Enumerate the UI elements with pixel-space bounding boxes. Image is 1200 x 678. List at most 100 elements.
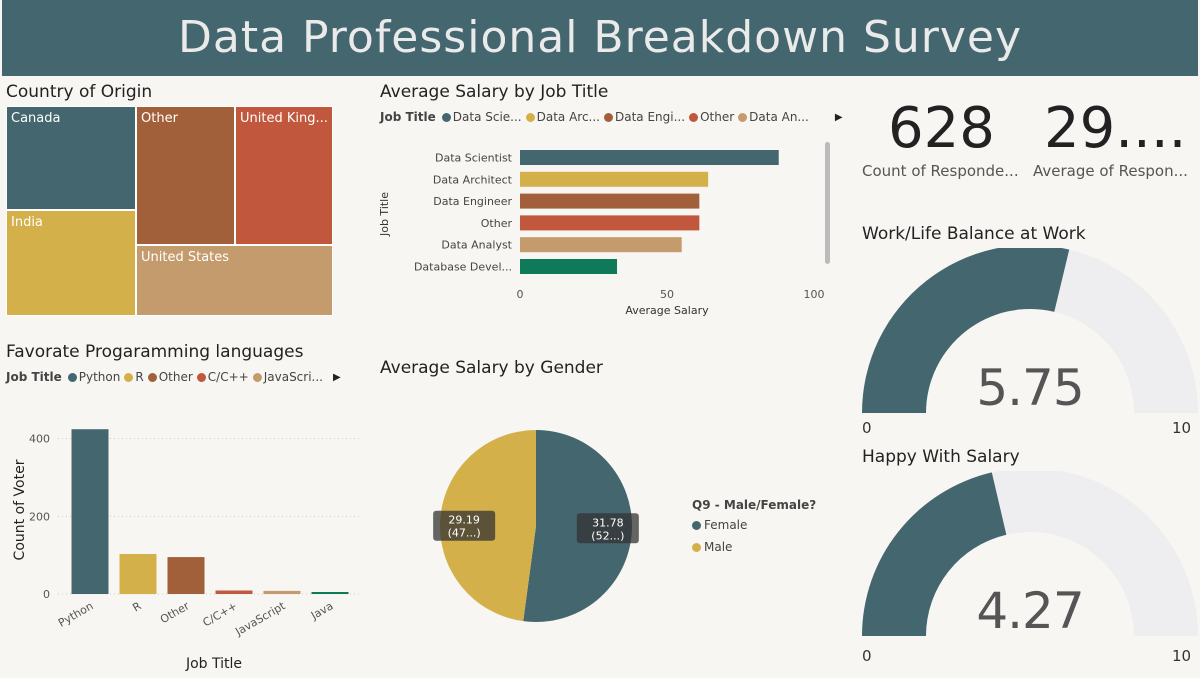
treemap-cell-united-states[interactable]: United States	[136, 245, 333, 316]
legend-dot	[525, 112, 535, 122]
legend-next-arrow-icon[interactable]: ▶	[834, 111, 843, 123]
legend-item[interactable]: JavaScri...	[252, 370, 323, 384]
treemap-title: Country of Origin	[6, 82, 153, 102]
worklife-gauge: 5.75	[862, 248, 1198, 417]
gender-pie-chart: 31.78(52...) 29.19(47...)	[433, 430, 639, 622]
bar[interactable]	[71, 429, 109, 594]
page-title: Data Professional Breakdown Survey	[2, 0, 1198, 76]
legend-dot	[689, 112, 699, 122]
bar[interactable]	[119, 553, 157, 594]
data-label-box	[433, 510, 496, 541]
bar-category-label: Other	[481, 217, 513, 230]
data-label-value: 31.78	[592, 516, 624, 529]
bar[interactable]	[520, 237, 682, 253]
x-tick-label: 100	[804, 288, 825, 301]
legend-item[interactable]: R	[124, 370, 144, 384]
data-label-percent: (47...)	[448, 527, 481, 540]
x-tick-label: 50	[660, 288, 674, 301]
legend-item[interactable]: Data Engi...	[604, 110, 685, 124]
legend-label: Python	[78, 370, 121, 384]
x-tick-label: 0	[517, 288, 524, 301]
x-axis-title: Average Salary	[625, 304, 709, 317]
treemap-cell-india[interactable]: India	[6, 210, 136, 316]
legend-item[interactable]: Other	[689, 110, 734, 124]
bar[interactable]	[520, 259, 618, 274]
gauge-title: Work/Life Balance at Work	[862, 224, 1086, 244]
treemap-cell-label: Canada	[11, 111, 61, 126]
legend-item[interactable]: C/C++	[196, 370, 249, 384]
legend-item[interactable]: Other	[147, 370, 193, 384]
legend-item[interactable]: Data Scie...	[441, 110, 522, 124]
languages-panel: Favorate Progaramming languages Job Titl…	[6, 342, 376, 676]
legend-label: C/C++	[207, 370, 249, 384]
legend-label: Other	[158, 370, 193, 384]
legend-label: Female	[704, 518, 748, 532]
y-tick-label: 200	[29, 510, 50, 523]
legend-dot	[252, 372, 262, 382]
bar[interactable]	[520, 171, 709, 187]
legend-label: JavaScri...	[263, 370, 323, 384]
legend-dot	[124, 372, 134, 382]
bar[interactable]	[520, 150, 779, 165]
y-axis-title: Job Title	[378, 192, 391, 237]
legend-dot	[738, 112, 748, 122]
legend-dot	[196, 372, 206, 382]
y-tick-label: 400	[29, 433, 50, 446]
y-axis-title: Count of Voter	[12, 459, 28, 560]
data-label-value: 29.19	[448, 514, 480, 527]
gauge-fill	[862, 472, 1007, 636]
languages-title: Favorate Progaramming languages	[6, 342, 304, 362]
bar-category-label: Data Engineer	[433, 195, 512, 208]
bar-category-label: Data Scientist	[435, 152, 513, 165]
x-tick-label: Other	[158, 599, 192, 626]
treemap-cell-other[interactable]: Other	[136, 106, 235, 245]
gauge-max-label: 10	[1172, 419, 1192, 437]
treemap-area: Canada Other United King... India United…	[6, 106, 333, 316]
gauge-min-label: 0	[862, 419, 872, 437]
data-label-percent: (52...)	[591, 529, 624, 542]
average-card-value: 29....	[1044, 96, 1187, 161]
salary-job-legend: Job Title Data Scie... Data Arc... Data …	[380, 110, 843, 124]
happy-salary-gauge: 4.27	[862, 471, 1198, 640]
x-tick-label: R	[130, 599, 143, 614]
bar[interactable]	[263, 590, 301, 594]
legend-dot	[147, 372, 157, 382]
legend-item[interactable]: Data Arc...	[525, 110, 600, 124]
legend-dot	[692, 542, 701, 552]
scrollbar[interactable]	[825, 142, 830, 264]
legend-dot	[441, 112, 451, 122]
bar[interactable]	[520, 193, 700, 209]
bar-category-label: Data Analyst	[441, 239, 512, 252]
legend-dot	[67, 372, 77, 382]
languages-legend: Job Title Python R Other C/C++ JavaScri.…	[6, 370, 376, 384]
legend-item[interactable]: Data An...	[738, 110, 809, 124]
treemap-cell-label: United States	[141, 250, 230, 265]
legend-label: R	[135, 370, 144, 384]
bar-category-label: Data Architect	[433, 173, 513, 186]
legend-label: Data Arc...	[536, 110, 600, 124]
legend-item[interactable]: Male	[692, 540, 816, 554]
gauge-max-label: 10	[1172, 647, 1192, 665]
legend-item[interactable]: Female	[692, 518, 816, 532]
bar[interactable]	[167, 557, 205, 594]
legend-title: Job Title	[6, 370, 62, 384]
gauge-value: 4.27	[976, 582, 1083, 640]
bar[interactable]	[311, 592, 349, 594]
x-tick-label: JavaScript	[232, 599, 288, 639]
bar[interactable]	[215, 590, 253, 594]
legend-item[interactable]: Python	[67, 370, 121, 384]
gender-legend: Q9 - Male/Female? Female Male	[692, 498, 816, 554]
treemap-cell-united-kingdom[interactable]: United King...	[235, 106, 333, 245]
worklife-gauge-panel: Work/Life Balance at Work 5.75 0 10	[862, 224, 1198, 440]
treemap-cell-canada[interactable]: Canada	[6, 106, 136, 210]
bar[interactable]	[520, 215, 700, 231]
legend-next-arrow-icon[interactable]: ▶	[333, 371, 341, 383]
legend-dot	[604, 112, 613, 122]
x-axis-title: Job Title	[185, 656, 242, 672]
salary-by-job-panel: Average Salary by Job Title Job Title Da…	[378, 82, 843, 322]
gender-title: Average Salary by Gender	[380, 358, 603, 378]
gauge-title: Happy With Salary	[862, 447, 1020, 467]
happy-salary-gauge-panel: Happy With Salary 4.27 0 10	[862, 447, 1198, 671]
country-treemap-panel: Country of Origin Canada Other United Ki…	[6, 82, 336, 318]
